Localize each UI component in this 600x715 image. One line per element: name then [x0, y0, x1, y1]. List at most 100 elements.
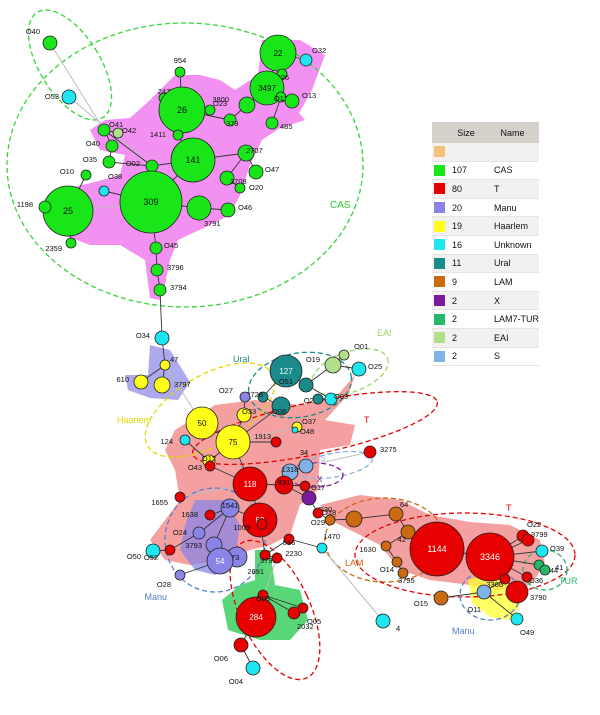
node-1144: 1144	[409, 521, 465, 577]
node-label: 3796	[167, 263, 184, 272]
node-954: 954	[174, 56, 186, 78]
node-516: 516	[283, 533, 295, 547]
legend-swatch	[432, 291, 446, 311]
node-label: O42	[122, 126, 136, 135]
node-circle	[38, 200, 52, 214]
node-label: O21	[304, 396, 318, 405]
node-circle	[80, 169, 92, 181]
node-label: O27	[219, 386, 233, 395]
node-label: 1198	[17, 200, 33, 209]
node-circle	[245, 660, 261, 676]
node-circle	[299, 480, 311, 492]
node-O11: O11	[467, 584, 492, 614]
node-42: 42	[398, 524, 416, 544]
node-label: 610	[116, 375, 129, 384]
node-label: 26	[177, 105, 187, 115]
t-group-outline-upper	[191, 390, 439, 466]
node-circle	[61, 89, 77, 105]
legend-swatch-color	[433, 164, 445, 176]
legend-row: 20 Manu	[432, 198, 539, 218]
legend-size: 2	[446, 309, 486, 329]
node-3275: 3275	[363, 445, 397, 459]
node-label: O15	[414, 599, 428, 608]
node-label: O25	[368, 362, 382, 371]
node-label: O51	[279, 377, 293, 386]
node-O49: O49	[510, 612, 534, 637]
node-circle	[291, 426, 299, 434]
node-O03: O03	[256, 589, 270, 603]
legend-name: LAM	[486, 272, 539, 292]
legend-header-size: Size	[446, 122, 486, 143]
node-O24: O24	[173, 526, 206, 540]
node-circle	[299, 53, 313, 67]
node-label: O47	[265, 165, 279, 174]
node-circle	[102, 155, 116, 169]
node-O35: O35	[83, 155, 116, 169]
node-circle	[150, 263, 164, 277]
node-O28: O28	[157, 569, 186, 589]
node-label: O40	[26, 27, 40, 36]
node-circle	[271, 552, 283, 564]
node-3800: 3800	[212, 95, 256, 114]
legend-swatch	[432, 272, 446, 292]
node-circle	[284, 93, 300, 109]
node-label: O48	[300, 427, 314, 436]
node-circle	[234, 182, 246, 194]
node-circle	[351, 361, 367, 377]
legend-size: 80	[446, 179, 486, 199]
node-label: O12	[274, 94, 288, 103]
node-O46: O46	[220, 202, 252, 218]
node-label: 2230	[285, 549, 302, 558]
node-O05: O05	[297, 602, 321, 626]
cas-o40-group-outline	[27, 9, 113, 121]
node-label: 1638	[181, 510, 198, 519]
group-label-cas: CAS	[330, 200, 351, 211]
node-label: 3497	[258, 84, 276, 93]
node-O52: O52	[144, 544, 176, 562]
node-O15: O15	[414, 590, 449, 608]
node-label: O40	[86, 139, 100, 148]
node-label: O04	[229, 677, 243, 686]
node-circle	[539, 564, 551, 576]
node-label: 124	[160, 437, 173, 446]
legend-swatch-color	[433, 313, 445, 325]
node-2707: 2707	[237, 144, 263, 162]
node-54: 54	[206, 547, 234, 575]
node-circle	[510, 612, 524, 626]
node-50: 50	[185, 406, 219, 440]
node-O01: O01	[338, 342, 368, 361]
legend-row: 9 LAM	[432, 272, 539, 292]
node-label: 50	[198, 419, 207, 428]
node-label: O32	[312, 46, 326, 55]
node-label: 3797	[174, 380, 191, 389]
node-circle	[324, 392, 338, 406]
group-label-x: X	[317, 475, 323, 484]
edge	[262, 594, 304, 609]
node-circle	[297, 602, 309, 614]
node-127: 127	[269, 354, 303, 388]
node-label: 25	[63, 206, 73, 216]
node-label: 2707	[246, 146, 263, 155]
node-2728: 2728	[246, 390, 269, 403]
legend-swatch	[432, 143, 446, 162]
node-circle	[363, 445, 377, 459]
node-circle	[145, 543, 161, 559]
legend-size: 107	[446, 161, 486, 181]
node-label: 2359	[45, 244, 62, 253]
node-circle	[145, 159, 159, 173]
node-label: O26	[275, 73, 289, 82]
group-label-manu1: Manu	[144, 592, 167, 602]
node-label: O01	[354, 342, 368, 351]
legend-header-name: Name	[486, 122, 539, 143]
node-124: 124	[160, 434, 191, 446]
node-label: 141	[185, 155, 200, 165]
node-O39: O39	[535, 544, 564, 558]
node-label: O13	[302, 91, 316, 100]
node-label: O44	[544, 566, 558, 575]
group-label-haarlem: Haarlem	[117, 415, 151, 425]
node-label: O49	[520, 628, 534, 637]
node-4: 4	[375, 613, 400, 633]
node-label: 309	[143, 197, 158, 207]
legend-swatch	[432, 309, 446, 329]
